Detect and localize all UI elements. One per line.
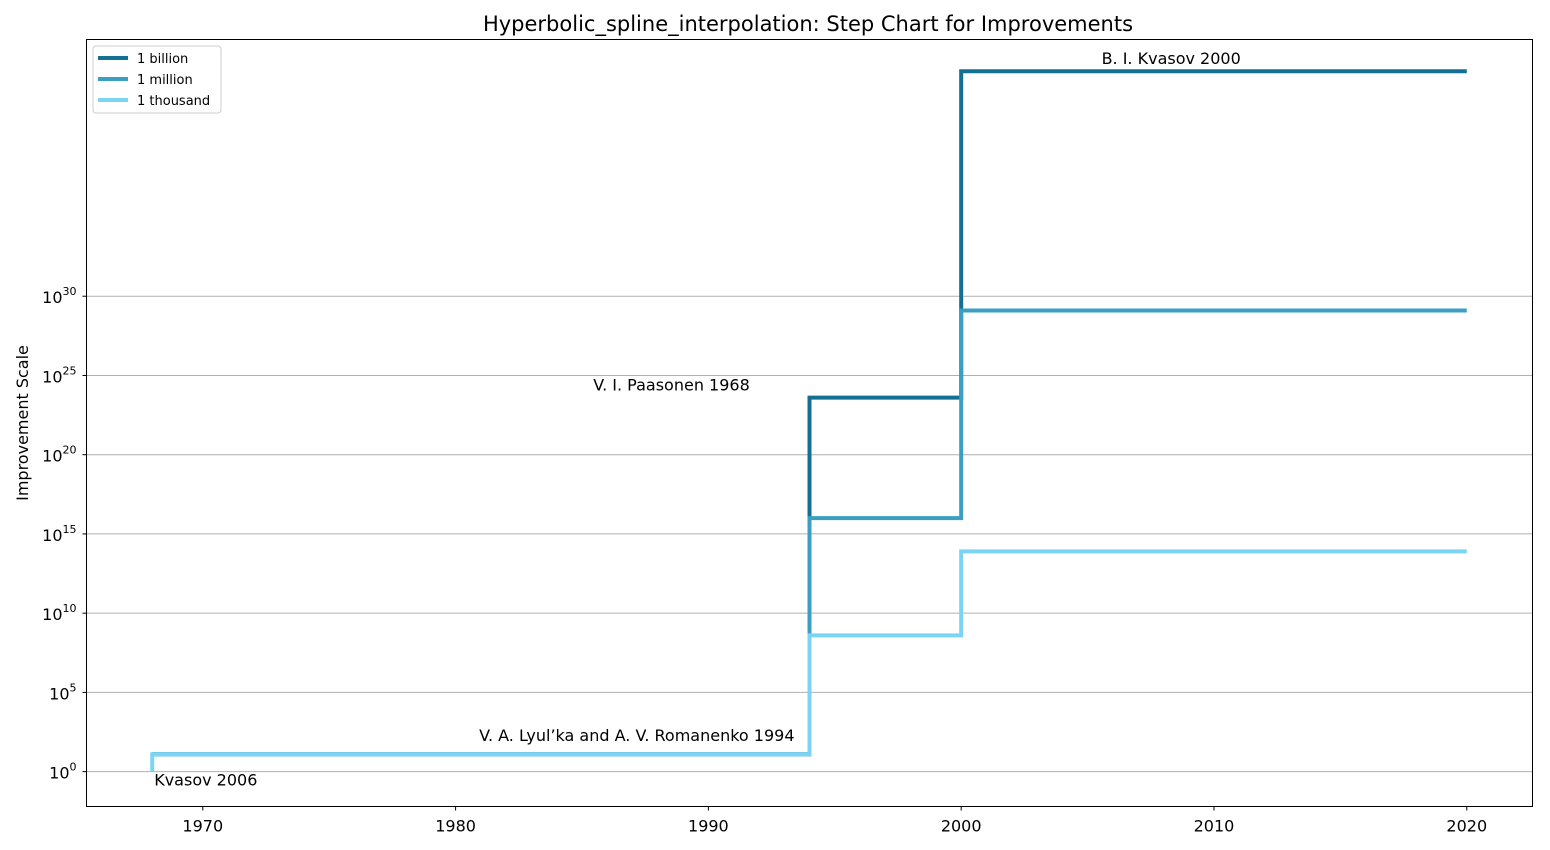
y-tick-label: 100 bbox=[49, 761, 76, 783]
annotation-label: V. I. Paasonen 1968 bbox=[593, 376, 750, 395]
y-axis: 100 105 1010 1015 1020 1025 1030 bbox=[42, 285, 87, 783]
legend-label: 1 billion bbox=[137, 52, 188, 67]
plot-frame bbox=[86, 39, 1533, 807]
x-tick-label: 2000 bbox=[941, 817, 982, 836]
y-axis-label: Improvement Scale bbox=[13, 345, 32, 501]
y-tick-label: 1025 bbox=[42, 364, 76, 386]
x-tick-label: 1980 bbox=[435, 817, 476, 836]
legend-label: 1 million bbox=[137, 73, 193, 88]
legend-label: 1 thousand bbox=[137, 94, 210, 109]
annotation-label: B. I. Kvasov 2000 bbox=[1102, 49, 1241, 68]
annotation-label: Kvasov 2006 bbox=[154, 771, 257, 790]
legend-frame bbox=[92, 45, 222, 114]
series-line bbox=[150, 549, 1467, 772]
y-tick-label: 1015 bbox=[42, 523, 76, 545]
series-lines bbox=[150, 69, 1467, 772]
y-tick-label: 1030 bbox=[42, 285, 76, 307]
annotation-label: V. A. Lyul’ka and A. V. Romanenko 1994 bbox=[479, 726, 794, 745]
x-tick-label: 2020 bbox=[1446, 817, 1487, 836]
chart-title: Hyperbolic_spline_interpolation: Step Ch… bbox=[483, 12, 1133, 37]
x-tick-label: 1990 bbox=[688, 817, 729, 836]
x-tick-label: 2010 bbox=[1194, 817, 1235, 836]
y-tick-label: 1020 bbox=[42, 444, 76, 466]
x-axis: 1970 1980 1990 2000 2010 2020 bbox=[182, 806, 1487, 836]
legend: 1 billion 1 million 1 thousand bbox=[92, 45, 222, 114]
annotations: Kvasov 2006 V. A. Lyul’ka and A. V. Roman… bbox=[154, 49, 1241, 789]
x-tick-label: 1970 bbox=[182, 817, 223, 836]
y-tick-label: 1010 bbox=[42, 602, 76, 624]
y-tick-label: 105 bbox=[49, 681, 76, 703]
